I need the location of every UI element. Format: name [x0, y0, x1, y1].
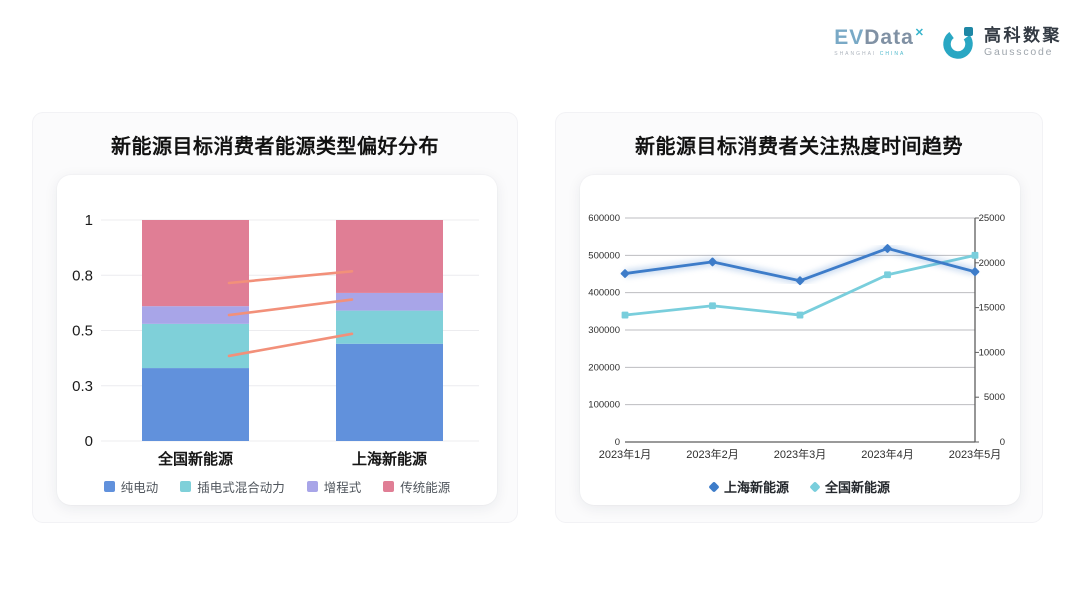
- y-tick-label: 0.8: [72, 267, 93, 284]
- evdata-tagline: SHANGHAI CHINA: [834, 51, 905, 57]
- bar-segment[interactable]: [336, 310, 443, 344]
- right-y-tick-label: 15000: [979, 303, 1005, 314]
- legend-label: 传统能源: [400, 481, 451, 495]
- evdata-x-icon: ✕: [914, 27, 925, 39]
- bar-segment[interactable]: [142, 306, 249, 324]
- legend-label: 插电式混合动力: [197, 481, 285, 495]
- legend-swatch: [180, 481, 192, 492]
- legend-swatch: [383, 481, 395, 492]
- right-y-tick-label: 20000: [979, 258, 1005, 269]
- legend-label: 增程式: [323, 481, 362, 495]
- data-point-marker[interactable]: [971, 251, 979, 259]
- bar-chart-title: 新能源目标消费者能源类型偏好分布: [111, 136, 439, 158]
- left-y-tick-label: 500000: [588, 250, 620, 261]
- line-glow: [624, 244, 977, 285]
- data-point-marker[interactable]: [884, 271, 891, 279]
- line-chart-legend: 上海新能源 全国新能源: [580, 477, 1020, 496]
- right-y-tick-label: 5000: [984, 392, 1005, 403]
- left-y-tick-label: 200000: [588, 362, 620, 373]
- x-tick-label: 2023年3月: [774, 447, 827, 461]
- left-y-tick-label: 300000: [588, 325, 620, 336]
- evdata-wordmark: EV Data ✕: [834, 26, 925, 49]
- left-y-tick-label: 100000: [588, 400, 620, 411]
- right-y-tick-label: 10000: [979, 347, 1005, 358]
- legend-swatch: [306, 481, 318, 492]
- y-tick-label: 0.3: [72, 378, 93, 395]
- left-y-tick-label: 400000: [588, 288, 620, 299]
- left-y-tick-label: 600000: [588, 213, 620, 224]
- evdata-wordmark-prefix: EV: [834, 26, 865, 49]
- y-tick-label: 0: [85, 433, 93, 450]
- x-tick-label: 2023年4月: [861, 447, 914, 461]
- bar-chart-legend: 纯电动 插电式混合动力 增程式 传统能源: [57, 477, 497, 496]
- legend-swatch: [103, 481, 115, 492]
- trend-connector-line: [227, 298, 354, 317]
- legend-item[interactable]: 全国新能源: [809, 477, 891, 496]
- legend-label: 纯电动: [120, 481, 159, 495]
- attention-trend-card: 新能源目标消费者关注热度时间趋势 0 100000 200000 300000 4000…: [556, 113, 1042, 522]
- evdata-tagline-right: CHINA: [879, 51, 906, 57]
- evdata-tagline-left: SHANGHAI: [834, 51, 880, 57]
- data-point-marker[interactable]: [796, 311, 804, 319]
- gausscode-icon: [943, 27, 973, 59]
- x-tick-label: 2023年2月: [686, 447, 739, 461]
- data-point-marker[interactable]: [620, 269, 630, 279]
- data-point-marker[interactable]: [795, 276, 805, 286]
- legend-item[interactable]: 插电式混合动力: [180, 477, 285, 496]
- legend-item[interactable]: 纯电动: [103, 477, 159, 496]
- gausscode-logo: 高科数聚 Gausscode: [941, 24, 1062, 60]
- line-chart-title: 新能源目标消费者关注热度时间趋势: [635, 136, 963, 158]
- bar-chart-panel: 0 0.3 0.5 0.8 1 全国新能源 上海新能源 纯电动 插电式混合动力 增程式 传统能源: [57, 175, 497, 505]
- data-point-marker[interactable]: [883, 244, 893, 254]
- gausscode-name-cn: 高科数聚: [984, 25, 1062, 45]
- data-point-marker[interactable]: [621, 311, 629, 319]
- bar-chart-canvas: 0 0.3 0.5 0.8 1 全国新能源 上海新能源: [72, 212, 479, 468]
- line-chart-panel: 0 100000 200000 300000 400000 500000 600000 0 50…: [580, 175, 1020, 505]
- brand-bar: EV Data ✕ SHANGHAI CHINA 高科数聚 Gausscode: [834, 24, 1062, 60]
- line-chart-canvas: 0 100000 200000 300000 400000 500000 600000 0 50…: [588, 213, 1005, 461]
- legend-item[interactable]: 上海新能源: [708, 477, 789, 496]
- evdata-logo: EV Data ✕ SHANGHAI CHINA: [834, 24, 925, 57]
- x-tick-label: 2023年1月: [599, 447, 652, 461]
- bar-segment[interactable]: [142, 323, 249, 369]
- energy-preference-card: 新能源目标消费者能源类型偏好分布 0 0.3 0.5 0.8 1 全国新能源 上海新能源 纯…: [33, 113, 517, 522]
- trend-connector-line: [227, 332, 354, 358]
- bar-segment[interactable]: [142, 220, 249, 307]
- y-tick-label: 0.5: [72, 323, 93, 340]
- gausscode-name-en: Gausscode: [984, 45, 1054, 58]
- right-y-tick-label: 25000: [979, 213, 1005, 224]
- left-y-tick-label: 0: [615, 437, 620, 448]
- legend-label: 全国新能源: [825, 480, 891, 495]
- data-point-marker[interactable]: [708, 257, 718, 267]
- bar-segment[interactable]: [142, 368, 249, 441]
- trend-connector-line: [227, 269, 354, 285]
- bar-segment[interactable]: [336, 292, 443, 311]
- category-label: 上海新能源: [352, 450, 427, 468]
- legend-marker: [809, 480, 821, 493]
- right-y-tick-label: 0: [1000, 437, 1005, 448]
- evdata-wordmark-suffix: Data: [864, 26, 914, 49]
- legend-item[interactable]: 增程式: [306, 477, 362, 496]
- bar-segment[interactable]: [336, 220, 443, 293]
- x-tick-label: 2023年5月: [949, 447, 1002, 461]
- data-point-marker[interactable]: [970, 267, 980, 277]
- bar-segment[interactable]: [336, 343, 443, 441]
- data-point-marker[interactable]: [709, 302, 716, 310]
- y-tick-label: 1: [85, 212, 93, 229]
- legend-marker: [708, 480, 720, 493]
- category-label: 全国新能源: [157, 450, 233, 468]
- legend-item[interactable]: 传统能源: [383, 477, 450, 496]
- legend-label: 上海新能源: [723, 480, 789, 495]
